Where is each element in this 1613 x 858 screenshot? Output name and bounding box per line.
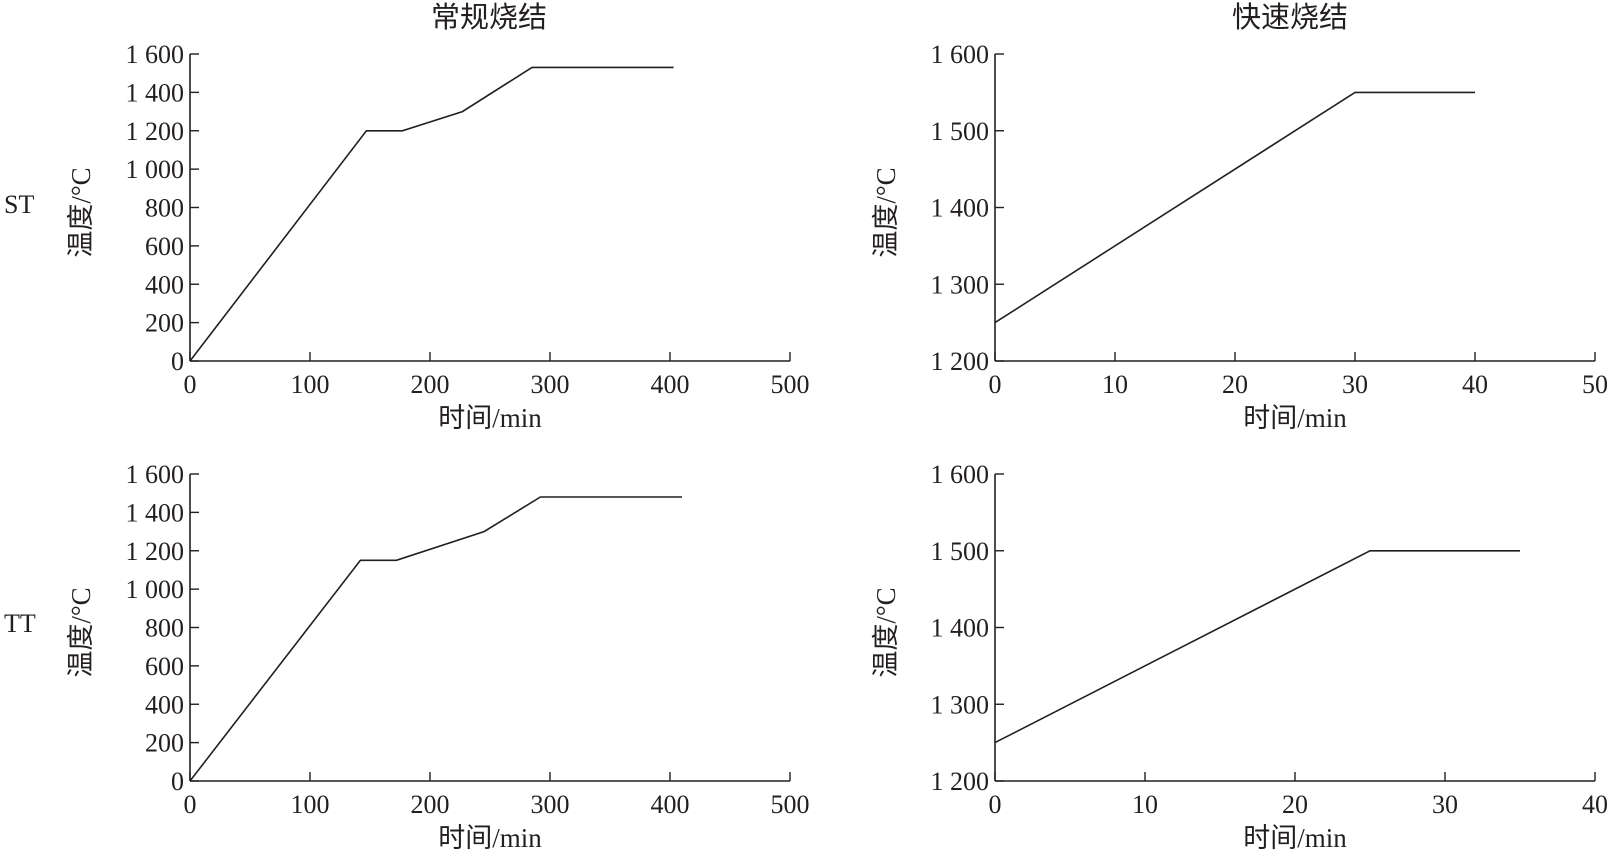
row-label-st: ST	[4, 190, 34, 219]
y-tick-label: 1 000	[126, 575, 185, 604]
x-axis-label: 时间/min	[438, 403, 542, 433]
x-tick-label: 400	[651, 370, 690, 399]
y-tick-label: 1 600	[126, 40, 185, 69]
x-tick-label: 40	[1582, 790, 1608, 819]
temperature-series-line	[189, 496, 682, 782]
x-tick-label: 0	[184, 790, 197, 819]
column-title-fast: 快速烧结	[1232, 1, 1348, 34]
x-tick-label: 30	[1342, 370, 1368, 399]
y-tick-label: 1 300	[931, 690, 990, 719]
row-label-tt: TT	[4, 609, 36, 638]
chart-conventional-tt: 0 200 400 600 800 1 000 1 200 1 400 1 600 0 100 200…	[66, 460, 810, 853]
temperature-series-line	[994, 91, 1475, 324]
temperature-series-line	[189, 66, 674, 362]
chart-fast-tt: 1 200 1 300 1 400 1 500 1 600 0 10 20 30 40 时间/min…	[871, 460, 1608, 853]
y-tick-label: 600	[145, 232, 184, 261]
y-tick-label: 1 400	[931, 614, 990, 643]
x-axis-label: 时间/min	[1243, 823, 1347, 853]
y-tick-label: 0	[171, 767, 184, 796]
x-tick-label: 40	[1462, 370, 1488, 399]
x-tick-label: 100	[291, 370, 330, 399]
y-tick-label: 1 200	[931, 767, 990, 796]
y-tick-label: 800	[145, 194, 184, 223]
x-tick-label: 20	[1222, 370, 1248, 399]
y-tick-label: 1 300	[931, 270, 990, 299]
y-tick-label: 800	[145, 614, 184, 643]
chart-conventional-st: 0 200 400 600 800 1 000 1 200 1 400 1 600 0 100 200…	[66, 40, 810, 433]
y-tick-label: 200	[145, 309, 184, 338]
y-axis-label: 温度/°C	[66, 167, 96, 257]
x-tick-label: 10	[1102, 370, 1128, 399]
x-tick-label: 0	[989, 790, 1002, 819]
x-tick-label: 300	[531, 370, 570, 399]
x-tick-label: 0	[184, 370, 197, 399]
x-tick-label: 300	[531, 790, 570, 819]
x-tick-label: 500	[771, 790, 810, 819]
x-tick-label: 200	[411, 370, 450, 399]
y-tick-label: 1 500	[931, 537, 990, 566]
y-tick-label: 1 600	[931, 460, 990, 489]
y-tick-label: 1 400	[126, 498, 185, 527]
x-axis-label: 时间/min	[438, 823, 542, 853]
x-tick-label: 20	[1282, 790, 1308, 819]
y-tick-label: 1 200	[931, 347, 990, 376]
x-tick-label: 30	[1432, 790, 1458, 819]
column-title-conventional: 常规烧结	[431, 1, 547, 34]
temperature-series-line	[994, 549, 1520, 744]
y-tick-label: 400	[145, 690, 184, 719]
y-tick-label: 1 600	[126, 460, 185, 489]
y-tick-label: 400	[145, 270, 184, 299]
y-tick-label: 1 200	[126, 117, 185, 146]
x-tick-label: 50	[1582, 370, 1608, 399]
y-tick-label: 1 500	[931, 117, 990, 146]
y-axis-label: 温度/°C	[871, 167, 901, 257]
y-tick-label: 1 200	[126, 537, 185, 566]
x-tick-label: 400	[651, 790, 690, 819]
chart-fast-st: 1 200 1 300 1 400 1 500 1 600 0 10 20 30 40 50 时间/m…	[871, 40, 1608, 433]
x-tick-label: 10	[1132, 790, 1158, 819]
y-tick-label: 600	[145, 652, 184, 681]
x-axis-label: 时间/min	[1243, 403, 1347, 433]
y-tick-label: 1 600	[931, 40, 990, 69]
y-tick-label: 0	[171, 347, 184, 376]
y-axis-label: 温度/°C	[871, 587, 901, 677]
x-tick-label: 100	[291, 790, 330, 819]
y-tick-label: 1 400	[931, 194, 990, 223]
y-tick-label: 1 000	[126, 155, 185, 184]
y-axis-label: 温度/°C	[66, 587, 96, 677]
x-tick-label: 500	[771, 370, 810, 399]
y-tick-label: 200	[145, 729, 184, 758]
x-tick-label: 0	[989, 370, 1002, 399]
x-tick-label: 200	[411, 790, 450, 819]
y-tick-label: 1 400	[126, 78, 185, 107]
